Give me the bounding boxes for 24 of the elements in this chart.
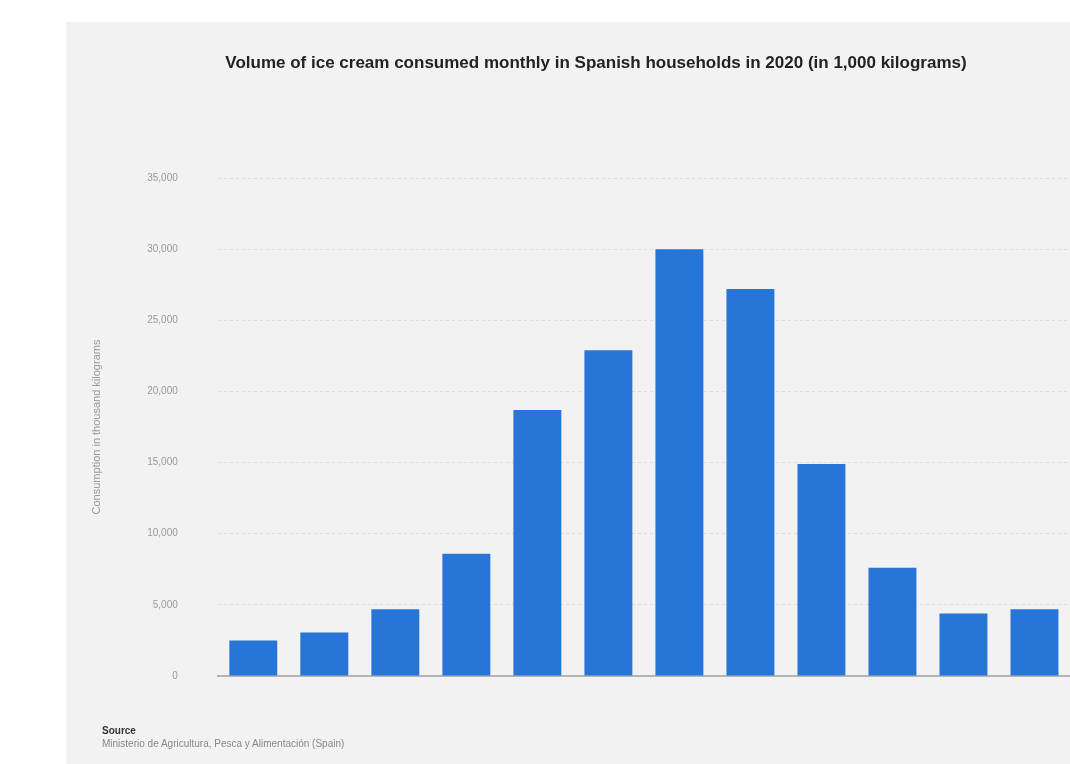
y-tick-label: 5,000	[152, 598, 179, 610]
bar	[229, 640, 278, 676]
text: Source	[102, 724, 137, 737]
bar	[513, 409, 562, 676]
bar	[442, 553, 491, 676]
y-tick-label: 25,000	[147, 314, 179, 326]
bar	[939, 613, 988, 676]
y-tick-label: 0	[172, 669, 179, 681]
bar	[584, 350, 633, 676]
bar	[371, 609, 420, 676]
y-tick-label: 15,000	[147, 456, 179, 468]
bar	[797, 463, 846, 676]
bar	[655, 249, 704, 676]
bar	[300, 632, 349, 676]
y-tick-label: 30,000	[147, 242, 179, 254]
bar	[1010, 609, 1059, 676]
y-tick-label: 20,000	[147, 385, 179, 397]
bar	[726, 288, 775, 676]
chart-title: Volume of ice cream consumed monthly in Spanish households in 2020 (in 1,000 kilograms)	[224, 52, 968, 74]
y-tick-label: 35,000	[147, 171, 179, 183]
y-tick-label: 10,000	[147, 527, 179, 539]
bar	[868, 567, 917, 676]
text: Ministerio de Agricultura, Pesca y Alimentación (Spain)	[102, 737, 345, 750]
y-axis-title: Consumption in thousand kilograms	[89, 339, 102, 515]
